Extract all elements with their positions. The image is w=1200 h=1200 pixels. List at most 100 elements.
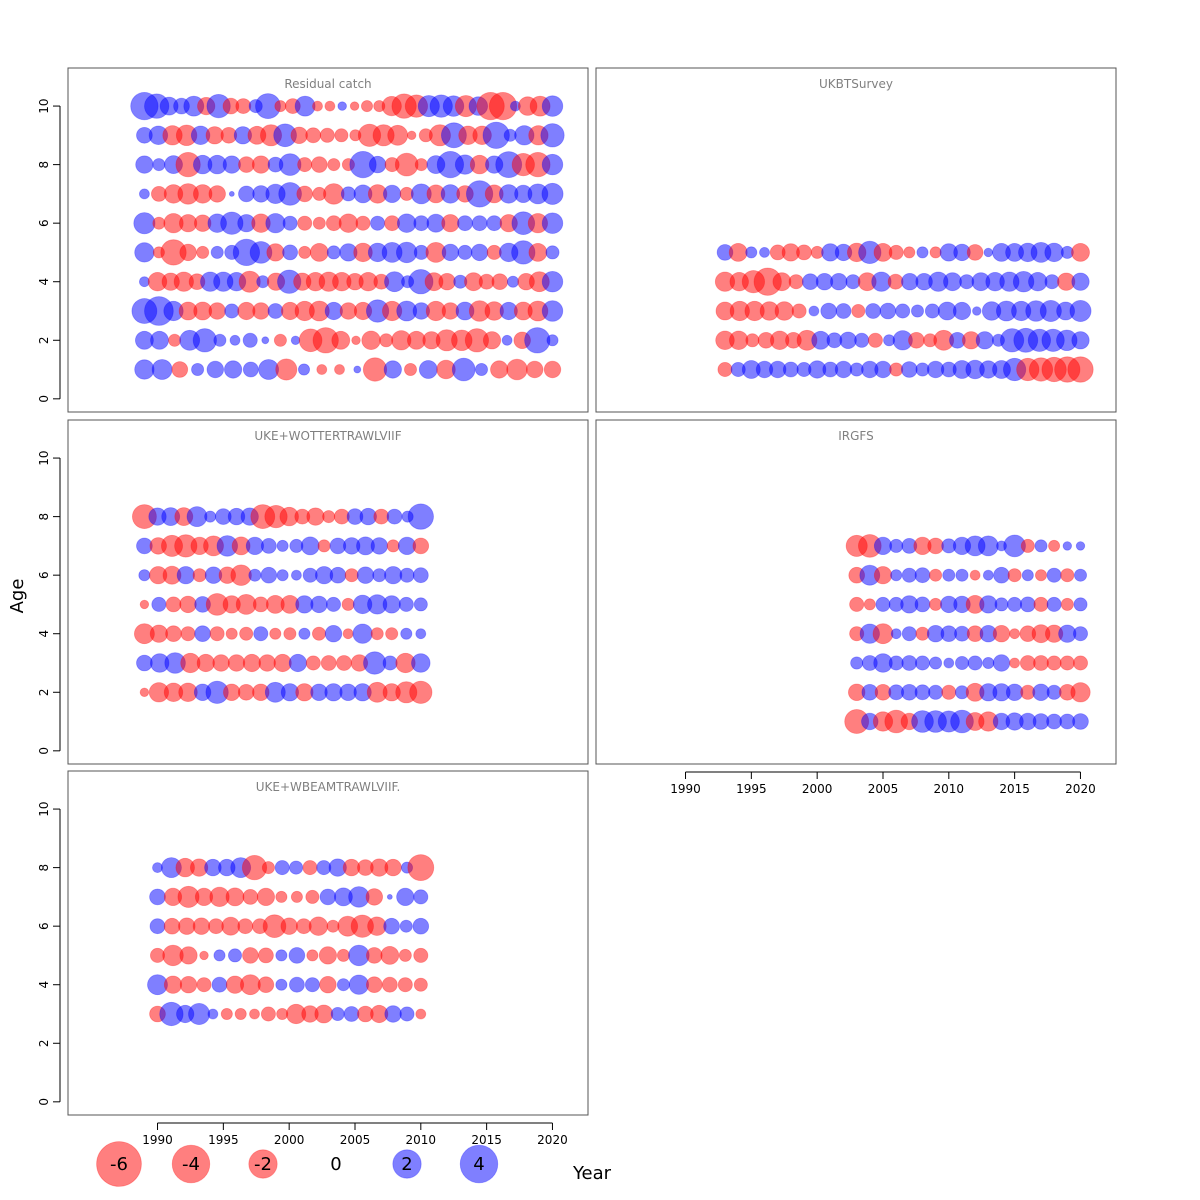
bubble (384, 566, 403, 585)
bubble (304, 977, 320, 993)
bubble (791, 303, 807, 319)
bubble (524, 327, 551, 354)
bubble (305, 127, 322, 144)
bubble (353, 365, 362, 374)
legend-bubble (96, 1141, 142, 1187)
bubble (411, 653, 431, 673)
axes: 0 2 4 6 8 10 0 2 4 6 8 10 0 2 4 6 8 10 1990 1995 2000 2005 201… (37, 98, 1096, 1147)
bubble (275, 358, 298, 381)
bubble (282, 244, 299, 261)
y-tick-label: 10 (37, 450, 51, 465)
bubble (290, 335, 301, 346)
bubble (306, 507, 325, 526)
bubble (407, 130, 417, 141)
x-tick-label: 2010 (934, 782, 965, 796)
bubble (324, 625, 343, 643)
bubble (163, 975, 183, 994)
bubble (314, 1004, 334, 1024)
bubble (134, 242, 155, 263)
bubble (874, 360, 892, 379)
x-tick-label: 2015 (471, 1133, 502, 1147)
bubble (290, 126, 308, 145)
bubble (273, 653, 292, 673)
bubble (895, 303, 911, 319)
bubble (1009, 657, 1020, 669)
bubble (274, 860, 290, 876)
bubble (199, 950, 209, 961)
panels: Residual catch UKBTSurvey UKE+WOTTERTRAWLV… (67, 67, 1117, 1116)
bubble (318, 946, 337, 965)
bubble (135, 155, 154, 174)
bubble (239, 626, 254, 641)
x-tick-label: 2005 (340, 1133, 371, 1147)
legend-label: 4 (473, 1154, 484, 1175)
bubble (351, 335, 361, 346)
bubble (887, 273, 904, 290)
bubble (916, 246, 929, 259)
bubble (403, 362, 417, 376)
bubble (1071, 331, 1090, 350)
bubble (136, 654, 153, 672)
y-tick-label: 10 (37, 801, 51, 816)
bubble (235, 98, 252, 114)
bubble (163, 917, 181, 935)
bubble (992, 625, 1011, 643)
bubble (317, 539, 331, 553)
bubble (835, 303, 852, 319)
bubble (179, 243, 197, 262)
bubble (319, 127, 335, 143)
bubble (178, 917, 196, 935)
bubble (1009, 628, 1020, 640)
bubble (196, 245, 210, 259)
y-tick-label: 0 (37, 395, 51, 403)
x-axis-title: Year (572, 1163, 612, 1184)
bubble (325, 596, 341, 612)
bubble (717, 361, 733, 377)
bubble (1021, 569, 1034, 582)
bubble (413, 977, 428, 992)
bubble (381, 976, 398, 993)
bubble (1046, 655, 1062, 671)
bubble (914, 684, 931, 701)
bubble (943, 657, 955, 669)
bubble (179, 595, 197, 614)
bubble (969, 569, 981, 581)
bubble (382, 184, 402, 203)
bubble (1070, 682, 1091, 703)
bubble (854, 332, 870, 348)
bubble (967, 655, 983, 671)
legend-label: 2 (401, 1154, 412, 1175)
bubble (541, 212, 564, 234)
y-tick-label: 2 (37, 688, 51, 696)
bubble (386, 508, 403, 525)
bubble (451, 357, 476, 382)
x-tick-label: 1990 (142, 1133, 173, 1147)
bubble (152, 158, 166, 172)
legend-label: -4 (182, 1154, 200, 1175)
bubble (326, 919, 340, 933)
bubble (914, 596, 931, 613)
bubble (237, 918, 254, 935)
bubble (379, 333, 394, 348)
bubble (888, 244, 904, 260)
y-tick-label: 10 (37, 98, 51, 113)
bubble (151, 359, 173, 380)
y-tick-label: 6 (37, 571, 51, 579)
bubble (441, 214, 460, 233)
bubble (149, 624, 168, 643)
legend-bubble (459, 1144, 499, 1184)
bubble (501, 334, 513, 346)
bubble (850, 656, 864, 670)
bubble (229, 334, 241, 346)
bubble (343, 1006, 360, 1022)
bubble (875, 596, 891, 612)
bubble (149, 918, 166, 935)
bubble (211, 976, 228, 993)
bubble (873, 536, 893, 556)
bubble (207, 1008, 219, 1020)
bubble (267, 303, 284, 319)
bubble (911, 304, 925, 318)
bubble (1033, 596, 1049, 612)
bubble (176, 566, 195, 585)
x-axis: 1990 1995 2000 2005 2010 2015 2020 (142, 1122, 568, 1147)
